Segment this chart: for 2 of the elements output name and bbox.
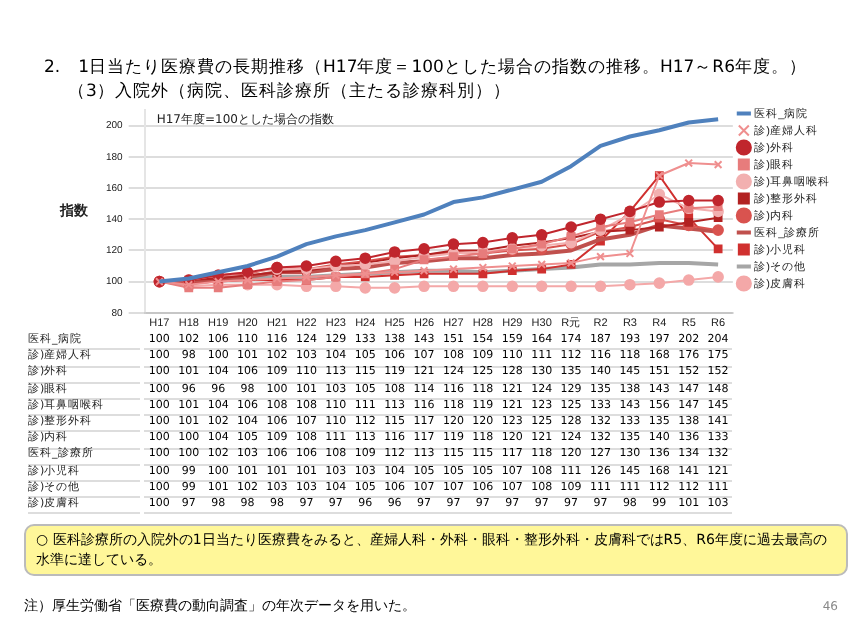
chart-title: 2. 1日当たり医療費の長期推移（H17年度＝100とした場合の指数の推移。H17～R6年度。） (44, 56, 807, 80)
chart-subtitle: （3）入院外（病院、医科診療所（主たる診療科別）） (68, 80, 511, 104)
